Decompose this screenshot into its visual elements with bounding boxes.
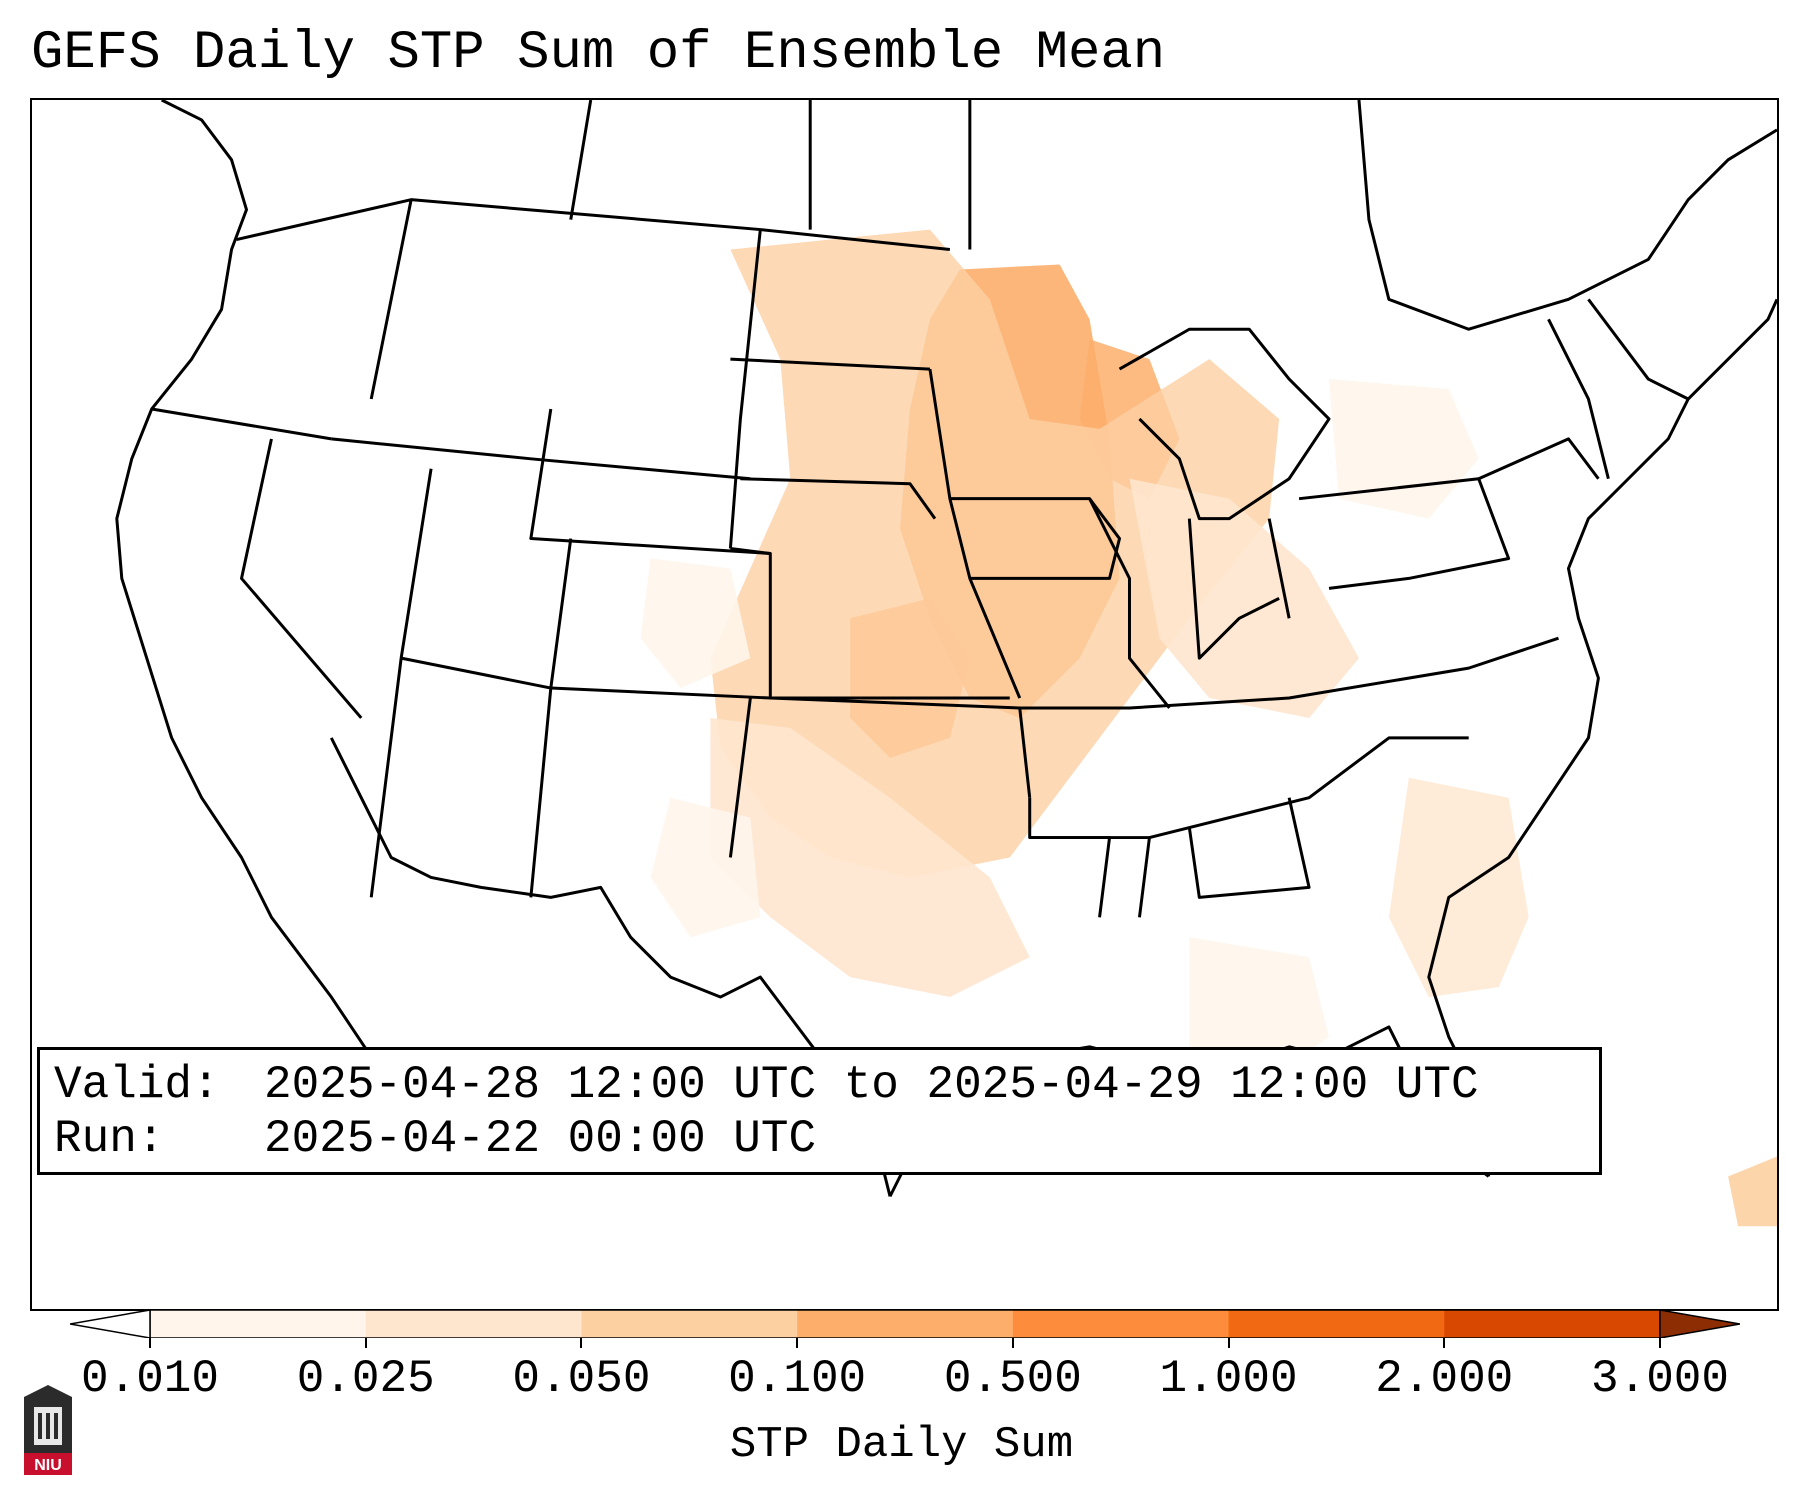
colorbar [70,1310,1740,1338]
colorbar-tick-mark [1011,1338,1014,1348]
colorbar-tick-mark [1443,1338,1446,1348]
colorbar-tick-label: 3.000 [1590,1353,1730,1405]
colorbar-segment [797,1310,1014,1338]
colorbar-tick-mark [580,1338,583,1348]
map-title: GEFS Daily STP Sum of Ensemble Mean [31,23,1166,84]
colorbar-segment [1444,1310,1661,1338]
run-key: Run: [54,1113,165,1165]
colorbar-tick-label: 0.050 [512,1353,651,1405]
colorbar-tick-label: 1.000 [1159,1353,1298,1405]
valid-key: Valid: [54,1059,220,1111]
run-line: Run: 2025-04-22 00:00 UTC [54,1112,1599,1166]
niu-logo: NIU [24,1385,72,1475]
colorbar-segment [581,1310,798,1338]
colorbar-tick-mark [796,1338,799,1348]
valid-value: 2025-04-28 12:00 UTC to 2025-04-29 12:00… [264,1059,1479,1111]
colorbar-tick-label: 0.100 [728,1353,867,1405]
colorbar-segment [1012,1310,1230,1338]
stp-shading [640,229,1777,1227]
colorbar-tick-label: 0.025 [296,1353,435,1405]
colorbar-segment [1228,1310,1445,1338]
run-value: 2025-04-22 00:00 UTC [264,1113,817,1165]
colorbar-tick-label: 0.010 [80,1353,220,1405]
colorbar-label: STP Daily Sum [729,1420,1074,1470]
colorbar-tick-mark [149,1338,151,1348]
colorbar-segment [365,1310,582,1338]
valid-line: Valid: 2025-04-28 12:00 UTC to 2025-04-29… [54,1058,1599,1112]
colorbar-tick-mark [1659,1338,1661,1348]
logo-text: NIU [34,1457,62,1474]
state-borders [115,100,1777,1198]
colorbar-min-extension [70,1310,151,1338]
validity-box: Valid: 2025-04-28 12:00 UTC to 2025-04-29… [37,1047,1602,1175]
colorbar-tick-label: 0.500 [943,1353,1082,1405]
colorbar-tick-mark [1227,1338,1230,1348]
colorbar-max-extension [1659,1310,1740,1338]
colorbar-tick-label: 2.000 [1375,1353,1514,1405]
colorbar-segment [150,1310,367,1338]
colorbar-tick-mark [364,1338,367,1348]
usa-map [115,100,1777,1227]
